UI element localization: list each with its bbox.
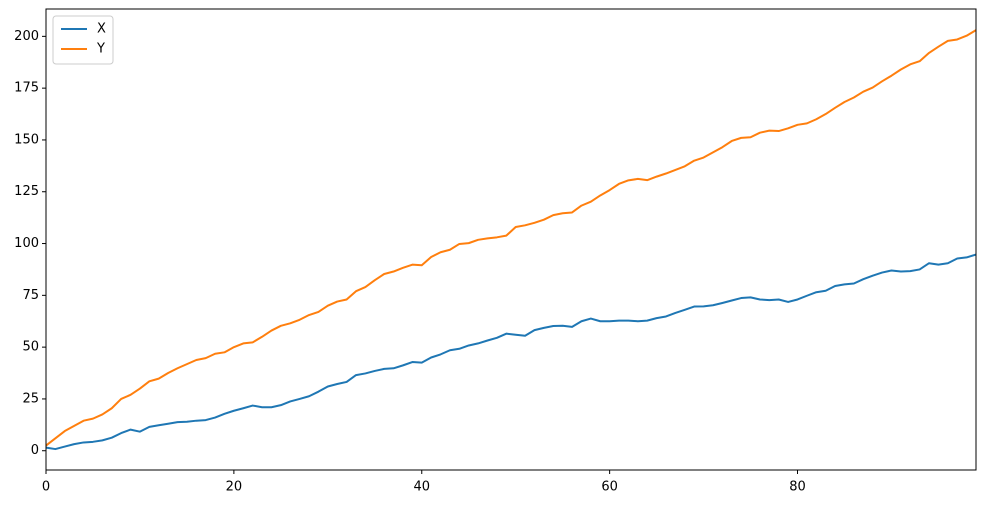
x-tick-label: 0 — [42, 480, 50, 495]
x-tick-label: 20 — [226, 480, 243, 495]
line-series — [45, 253, 977, 451]
y-tick-label: 125 — [14, 184, 39, 199]
y-tick-label: 25 — [22, 391, 39, 406]
x-tick-label: 60 — [601, 480, 618, 495]
y-tick-label: 150 — [14, 132, 39, 147]
legend-label: Y — [96, 42, 105, 57]
x-tick-label: 80 — [789, 480, 806, 495]
y-tick-label: 175 — [14, 81, 39, 96]
y-tick-label: 100 — [14, 236, 39, 251]
line-series — [45, 29, 977, 447]
y-tick-label: 50 — [22, 340, 39, 355]
y-tick-label: 200 — [14, 29, 39, 44]
x-tick-label: 40 — [413, 480, 430, 495]
axes-frame — [45, 8, 977, 471]
y-tick-label: 0 — [31, 443, 39, 458]
y-tick-label: 75 — [22, 288, 39, 303]
legend-label: X — [97, 22, 106, 37]
